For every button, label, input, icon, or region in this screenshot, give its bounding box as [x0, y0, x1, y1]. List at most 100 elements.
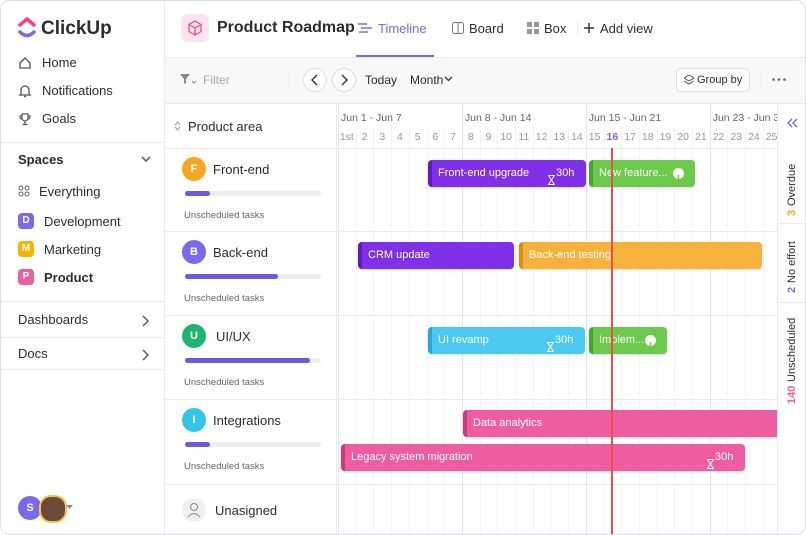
group-avatar: I: [182, 408, 206, 432]
task-name: Implem...: [599, 334, 645, 346]
day-label: 15: [588, 131, 601, 143]
day-line: [426, 126, 428, 534]
task-bar[interactable]: Legacy system migration 30h: [341, 444, 745, 471]
space-badge: P: [18, 269, 34, 285]
summary-item[interactable]: 2 No effort: [786, 237, 798, 293]
caret[interactable]: [66, 505, 73, 510]
effort-icon: [546, 336, 555, 352]
project-icon: [181, 14, 209, 42]
task-bar[interactable]: Front-end upgrade 30h: [428, 160, 586, 187]
task-bar[interactable]: UI revamp 30h: [428, 327, 585, 354]
prev-button[interactable]: [303, 68, 327, 92]
timeline-area: 1st 2 3 4 5 6 7 8 9 10 11 12 13 14 15 16 17 18 19 20 21 22 23 2…: [337, 104, 777, 534]
separator: [761, 69, 762, 91]
chevron-down[interactable]: [141, 155, 151, 163]
task-name: Legacy system migration: [351, 451, 473, 463]
page-title: Product Roadmap: [217, 19, 355, 36]
divider: [165, 57, 805, 58]
collapse-icon[interactable]: [787, 118, 799, 128]
period-select[interactable]: Month: [410, 73, 444, 87]
summary-item[interactable]: 140 Unscheduled: [786, 316, 798, 404]
day-label: 5: [414, 131, 421, 143]
section-item[interactable]: Docs: [18, 346, 48, 361]
day-label: 17: [624, 131, 636, 143]
task-bar[interactable]: New feature...: [589, 160, 695, 187]
chevron-right: [142, 314, 150, 327]
divider: [1, 142, 164, 143]
view-tab[interactable]: Board: [469, 21, 504, 36]
task-name: UI revamp: [438, 334, 489, 346]
day-label: 6: [432, 131, 439, 143]
task-effort: 30h: [556, 167, 575, 179]
space-badge: D: [18, 213, 34, 229]
nav-item[interactable]: Notifications: [42, 83, 113, 98]
day-label: 19: [659, 131, 672, 143]
day-label: 11: [518, 131, 530, 143]
day-line: [762, 126, 764, 534]
today-line: [611, 148, 614, 534]
box-icon: [527, 22, 539, 34]
filter-icon: [180, 74, 197, 84]
nav-item[interactable]: Goals: [42, 111, 76, 126]
task-bar[interactable]: Implem...: [589, 327, 667, 354]
week-line: [338, 104, 339, 534]
alert-icon: [673, 168, 684, 183]
day-line: [745, 126, 747, 534]
space-item[interactable]: Product: [44, 270, 94, 285]
summary-count: 140: [786, 385, 798, 404]
section-item[interactable]: Dashboards: [18, 312, 89, 327]
space-item[interactable]: Development: [44, 214, 121, 229]
week-line: [585, 104, 587, 534]
group-name: Front-end: [213, 162, 270, 177]
day-label: 9: [485, 131, 492, 143]
day-line: [674, 126, 676, 534]
task-bar[interactable]: Back-end testing: [519, 242, 762, 269]
today-button[interactable]: Today: [365, 73, 398, 87]
row-divider: [165, 315, 777, 316]
day-label: 3: [379, 131, 386, 143]
progress-fill: [185, 358, 310, 363]
add-view[interactable]: Add view: [600, 21, 653, 36]
group-by-label: Group by: [697, 74, 743, 86]
day-label: 7: [450, 131, 456, 143]
unassigned-label: Unasigned: [215, 503, 278, 518]
summary-divider: [778, 302, 805, 303]
separator: [289, 69, 290, 91]
progress-fill: [185, 191, 210, 196]
nav-item[interactable]: Home: [42, 55, 77, 70]
sort-icon[interactable]: [174, 121, 181, 131]
day-line: [408, 126, 410, 534]
week-line: [461, 104, 463, 534]
task-name: Back-end testing: [529, 249, 611, 261]
task-bar[interactable]: CRM update: [358, 242, 514, 269]
day-label: 10: [500, 131, 512, 143]
column-header: Product area: [188, 119, 263, 134]
view-tab-active[interactable]: Timeline: [378, 21, 427, 36]
space-item[interactable]: Marketing: [44, 242, 102, 257]
divider: [1, 337, 164, 338]
user-avatar[interactable]: S: [18, 496, 42, 520]
group-avatar: U: [182, 324, 206, 348]
nav-icon: [18, 112, 32, 126]
progress-fill: [185, 274, 278, 279]
divider: [1, 369, 164, 370]
summary-item[interactable]: 3 Overdue: [786, 160, 798, 216]
group-avatar: F: [182, 157, 206, 181]
nav-item[interactable]: Everything: [39, 184, 101, 199]
day-label: 12: [535, 131, 548, 143]
group-by-button[interactable]: Group by: [676, 68, 750, 92]
day-line: [727, 126, 729, 534]
group-note: Unscheduled tasks: [184, 210, 265, 221]
task-effort: 30h: [555, 334, 574, 346]
view-tab[interactable]: Box: [544, 21, 567, 36]
next-button[interactable]: [332, 68, 356, 92]
filter-input[interactable]: Filter: [203, 73, 230, 87]
column-divider: [336, 104, 337, 534]
group-note: Unscheduled tasks: [184, 377, 265, 388]
more-icon[interactable]: [772, 78, 786, 81]
logo-icon: [18, 17, 36, 38]
summary-divider: [778, 223, 805, 224]
task-bar[interactable]: Data analytics: [463, 410, 777, 437]
day-label: 16: [606, 131, 619, 143]
day-label: 13: [553, 131, 566, 143]
